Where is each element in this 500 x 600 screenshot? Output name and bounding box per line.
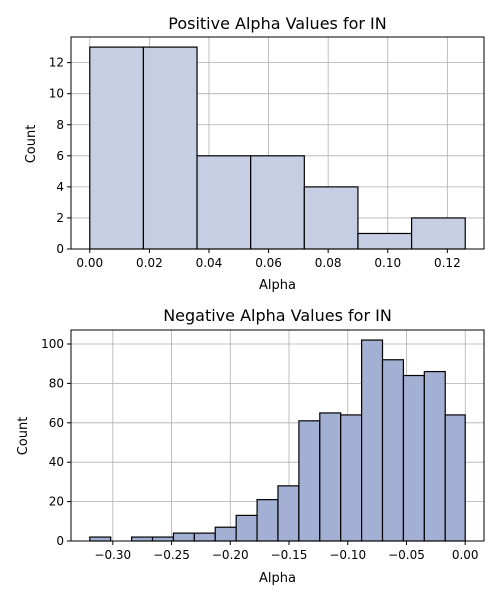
negative-alpha-histogram: Negative Alpha Values for IN Alpha Count…	[16, 306, 485, 586]
histogram-bar	[277, 485, 300, 542]
histogram-bar	[402, 374, 425, 542]
y-axis-label: Count	[24, 125, 39, 164]
y-tick-label: 8	[56, 118, 64, 132]
histogram-bar	[193, 532, 216, 542]
x-tick-label: 0.10	[374, 256, 401, 270]
histogram-bar	[423, 370, 446, 542]
x-tick-label: 0.00	[452, 548, 479, 562]
y-tick-label: 60	[49, 416, 64, 430]
histogram-bar	[196, 155, 252, 250]
x-tick-label: −0.30	[94, 548, 131, 562]
bars	[89, 339, 466, 542]
y-tick-label: 6	[56, 149, 64, 163]
y-tick-label: 0	[56, 534, 64, 548]
histogram-bar	[357, 232, 413, 250]
histogram-bar	[89, 46, 145, 250]
y-tick-label: 0	[56, 242, 64, 256]
axes-frame	[70, 36, 485, 250]
x-tick-label: 0.04	[196, 256, 223, 270]
histogram-bar	[256, 499, 279, 542]
x-tick-label: −0.25	[153, 548, 190, 562]
histogram-bar	[381, 359, 405, 542]
x-tick-label: 0.00	[76, 256, 103, 270]
x-tick-label: 0.08	[315, 256, 342, 270]
histogram-bar	[410, 217, 466, 250]
x-tick-label: 0.12	[434, 256, 461, 270]
histogram-bar	[444, 414, 466, 542]
y-tick-label: 20	[49, 495, 64, 509]
histogram-bar	[172, 532, 195, 542]
x-tick-label: −0.20	[212, 548, 249, 562]
x-tick-label: 0.06	[255, 256, 282, 270]
bars	[89, 46, 466, 250]
y-tick-label: 100	[41, 337, 64, 351]
histogram-bar	[214, 526, 237, 542]
y-axis-label: Count	[16, 417, 31, 456]
x-tick-label: −0.10	[329, 548, 366, 562]
histogram-bar	[235, 514, 258, 542]
axes-frame	[70, 329, 485, 542]
histogram-bar	[303, 186, 359, 250]
positive-alpha-histogram: Positive Alpha Values for IN Alpha Count…	[24, 14, 485, 293]
y-tick-label: 40	[49, 455, 64, 469]
histogram-bar	[361, 339, 384, 542]
y-tick-label: 12	[49, 56, 64, 70]
histogram-bar	[250, 155, 305, 250]
chart-title: Positive Alpha Values for IN	[168, 14, 386, 33]
x-tick-label: 0.02	[136, 256, 163, 270]
y-tick-label: 4	[56, 180, 64, 194]
histogram-bar	[298, 420, 321, 542]
histogram-bar	[151, 536, 175, 542]
x-axis-label: Alpha	[259, 278, 296, 293]
y-tick-label: 10	[49, 87, 64, 101]
x-tick-label: −0.15	[271, 548, 308, 562]
histogram-bar	[319, 412, 342, 542]
x-tick-label: −0.05	[388, 548, 425, 562]
x-axis-label: Alpha	[259, 571, 296, 586]
y-tick-label: 80	[49, 376, 64, 390]
histogram-bar	[89, 536, 112, 542]
histogram-bar	[142, 46, 198, 250]
histogram-bar	[340, 414, 363, 542]
chart-title: Negative Alpha Values for IN	[163, 306, 392, 325]
histogram-bar	[131, 536, 154, 542]
y-tick-label: 2	[56, 211, 64, 225]
